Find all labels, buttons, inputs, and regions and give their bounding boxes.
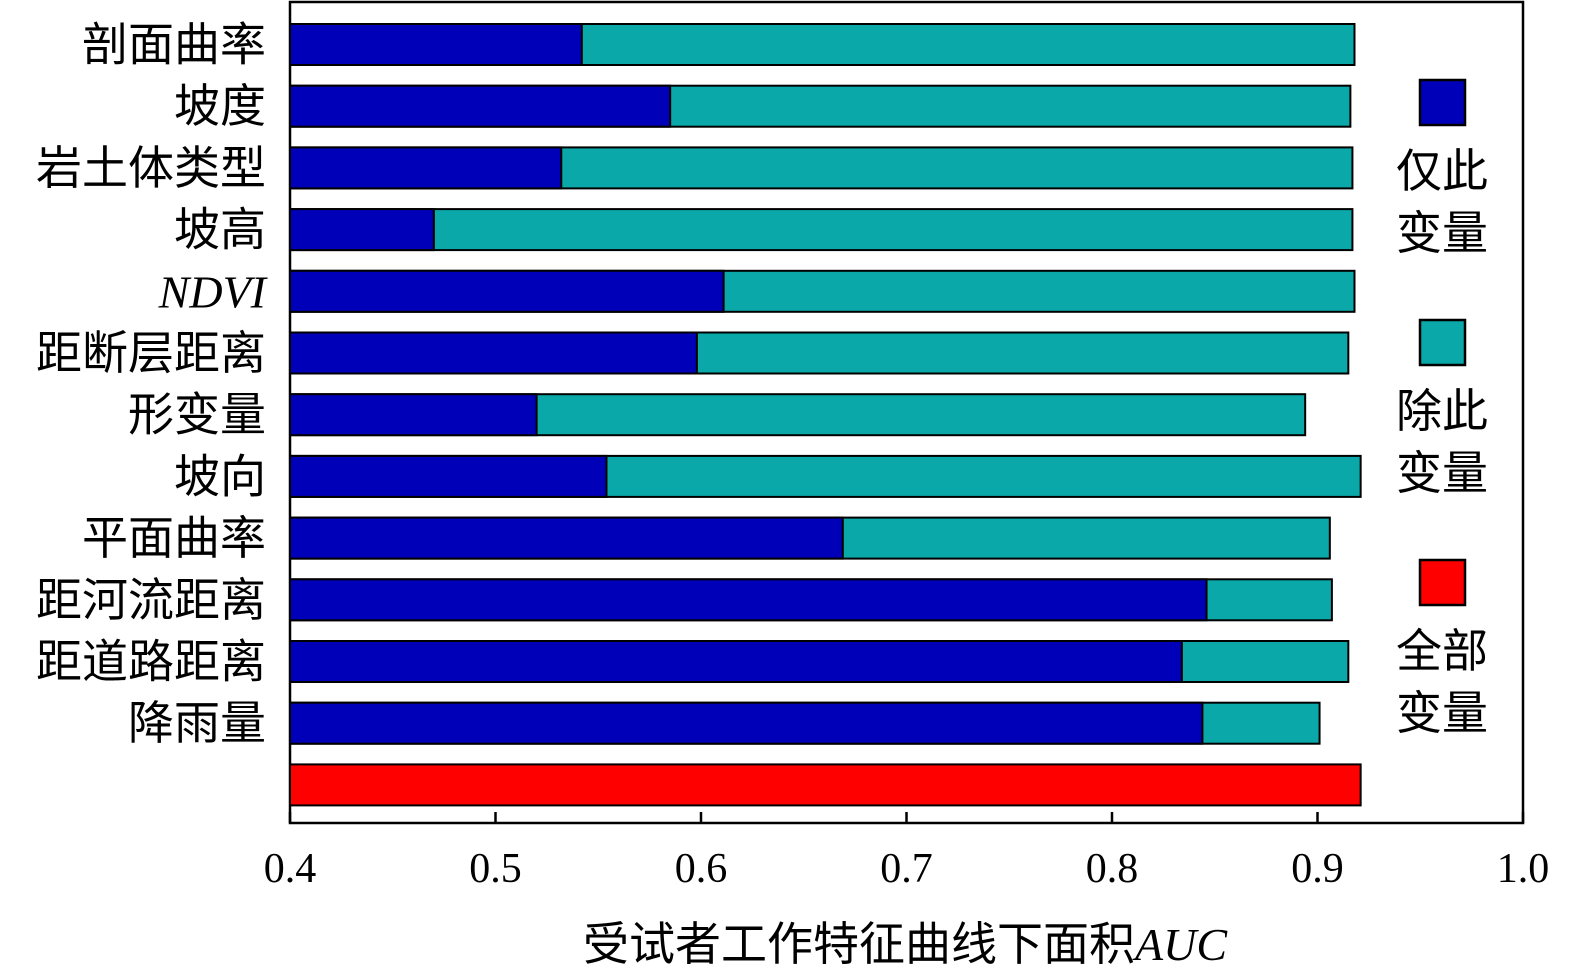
bar-降雨量-series-0 (289, 701, 1204, 745)
bar-剖面曲率-series-0 (289, 23, 583, 66)
legend-label-line2: 变量 (1396, 686, 1488, 740)
legend-label-line1: 除此 (1396, 384, 1488, 438)
x-tick-label: 0.9 (1291, 846, 1344, 892)
category-label: 平面曲率 (82, 511, 266, 565)
bar-坡高-series-1 (289, 208, 1354, 252)
category-label: NDVI (158, 266, 269, 317)
x-tick-label: 0.4 (264, 846, 317, 892)
x-tick-label: 0.7 (880, 846, 933, 892)
legend-label-line2: 变量 (1396, 206, 1488, 260)
legend-label-line1: 仅此 (1396, 144, 1488, 198)
bar-NDVI-series-0 (289, 269, 725, 313)
legend-swatch (1418, 318, 1467, 367)
bar-坡向-series-0 (289, 454, 608, 498)
bar-形变量-series-0 (289, 393, 538, 437)
x-axis-ticks: 0.4 0.5 0.6 0.7 0.8 0.9 1.0 (264, 812, 1550, 892)
category-label: 距断层距离 (36, 326, 266, 380)
x-tick-label: 0.8 (1086, 846, 1139, 892)
x-tick-label: 0.5 (469, 846, 522, 892)
category-label: 坡向 (174, 449, 266, 503)
bar-距河流距离-series-0 (289, 578, 1208, 622)
legend-swatch (1418, 78, 1467, 127)
category-label: 距道路距离 (36, 635, 266, 689)
category-label: 坡高 (174, 203, 266, 257)
bar-距道路距离-series-0 (289, 640, 1183, 683)
bars-layer (289, 23, 1362, 807)
category-label: 岩土体类型 (36, 141, 266, 195)
x-tick-label: 0.6 (675, 846, 728, 892)
bar-all-series-2 (289, 763, 1362, 807)
bar-坡高-series-0 (289, 208, 435, 252)
legend-swatch (1418, 558, 1467, 607)
legend-label-line2: 变量 (1396, 446, 1488, 500)
x-axis-label: 受试者工作特征曲线下面积AUC (583, 917, 1228, 971)
bar-坡度-series-0 (289, 84, 672, 128)
category-label: 降雨量 (128, 696, 266, 750)
bar-距断层距离-series-0 (289, 331, 698, 375)
category-label: 剖面曲率 (82, 18, 266, 72)
x-axis-label-main: 受试者工作特征曲线下面积 (583, 917, 1135, 971)
x-axis-label-auc: AUC (1132, 919, 1228, 970)
category-label: 坡度 (174, 79, 266, 133)
x-tick-label: 1.0 (1497, 846, 1550, 892)
bar-平面曲率-series-0 (289, 516, 844, 560)
legend-label-line1: 全部 (1396, 624, 1488, 678)
category-label: 距河流距离 (36, 573, 266, 627)
bar-岩土体类型-series-0 (289, 146, 563, 190)
category-label: 形变量 (128, 388, 266, 442)
